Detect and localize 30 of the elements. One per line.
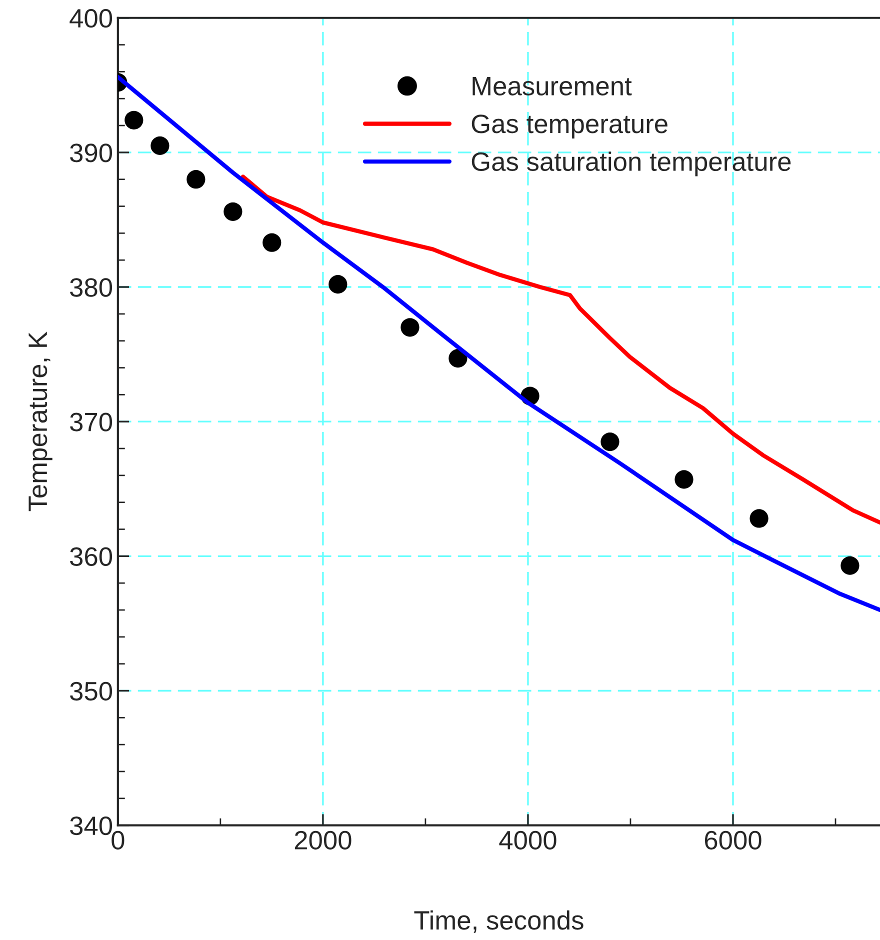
y-axis-title: Temperature, K [28, 332, 52, 512]
line-series [240, 174, 880, 525]
point [328, 275, 348, 294]
y-tick-label: 360 [70, 547, 112, 566]
point [600, 432, 620, 452]
point [840, 556, 860, 575]
point [186, 170, 206, 189]
point [400, 318, 420, 337]
legend-label: Gas temperature [472, 114, 668, 138]
legend-label: Gas saturation temperature [472, 152, 791, 176]
x-tick-label: 6000 [704, 830, 762, 850]
y-tick-label: 350 [70, 682, 112, 701]
point [224, 202, 242, 221]
line-series [118, 74, 880, 612]
point [124, 110, 144, 130]
y-tick-label: 370 [70, 412, 112, 432]
x-tick-label: 4000 [499, 830, 556, 850]
y-tick-label: 390 [70, 144, 112, 162]
legend-label: Measurement [472, 77, 632, 96]
x-tick-label: 0 [112, 830, 124, 850]
x-tick-label: 2000 [294, 830, 352, 850]
x-axis-title: Time, seconds [414, 910, 584, 933]
y-tick-label: 340 [70, 816, 112, 836]
y-tick-label: 380 [70, 278, 112, 297]
point [674, 470, 694, 489]
point [750, 509, 768, 528]
point [448, 349, 468, 368]
y-tick-label: 400 [70, 8, 112, 28]
point [150, 136, 170, 156]
point [262, 233, 282, 252]
